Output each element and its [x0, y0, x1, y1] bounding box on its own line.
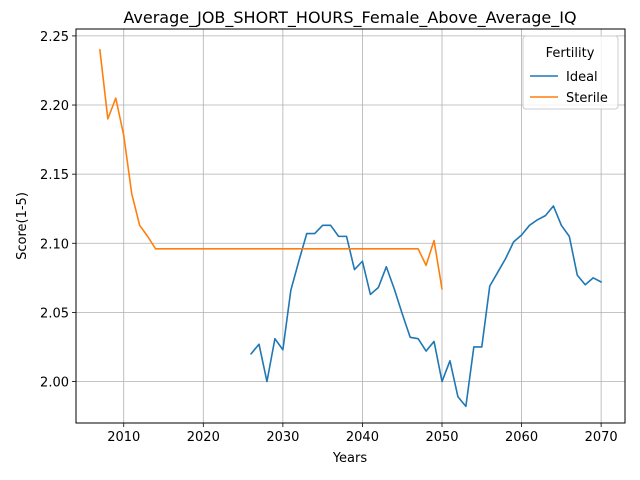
x-tick-label: 2070 — [585, 430, 618, 445]
x-tick-label: 2040 — [346, 430, 379, 445]
x-axis-label: Years — [332, 451, 368, 466]
y-tick-label: 2.10 — [40, 237, 69, 252]
legend-title: Fertility — [546, 46, 595, 61]
x-tick-label: 2050 — [425, 430, 458, 445]
plot-frame — [75, 28, 626, 424]
y-tick-label: 2.20 — [40, 99, 69, 114]
series-line-sterile — [99, 48, 443, 290]
x-tick-label: 2030 — [266, 430, 299, 445]
y-tick-label: 2.05 — [40, 306, 69, 321]
series-line-ideal — [250, 205, 602, 408]
y-tick-label: 2.15 — [40, 168, 69, 183]
legend-box — [522, 35, 619, 110]
legend-label-sterile: Sterile — [566, 91, 608, 106]
series-lines — [99, 48, 602, 408]
x-tick-label: 2010 — [107, 430, 140, 445]
x-tick-label: 2020 — [187, 430, 220, 445]
y-axis-label: Score(1-5) — [15, 192, 30, 260]
y-axis-ticks: 2.00 2.05 2.10 2.15 2.20 2.25 — [40, 30, 76, 391]
chart-title: Average_JOB_SHORT_HOURS_Female_Above_Ave… — [123, 8, 576, 28]
legend-label-ideal: Ideal — [566, 70, 598, 85]
legend: Fertility Ideal Sterile — [522, 35, 619, 110]
grid — [76, 29, 625, 423]
y-tick-label: 2.00 — [40, 376, 69, 391]
y-tick-label: 2.25 — [40, 30, 69, 45]
x-tick-label: 2060 — [505, 430, 538, 445]
x-axis-ticks: 2010 2020 2030 2040 2050 2060 2070 — [107, 423, 618, 445]
